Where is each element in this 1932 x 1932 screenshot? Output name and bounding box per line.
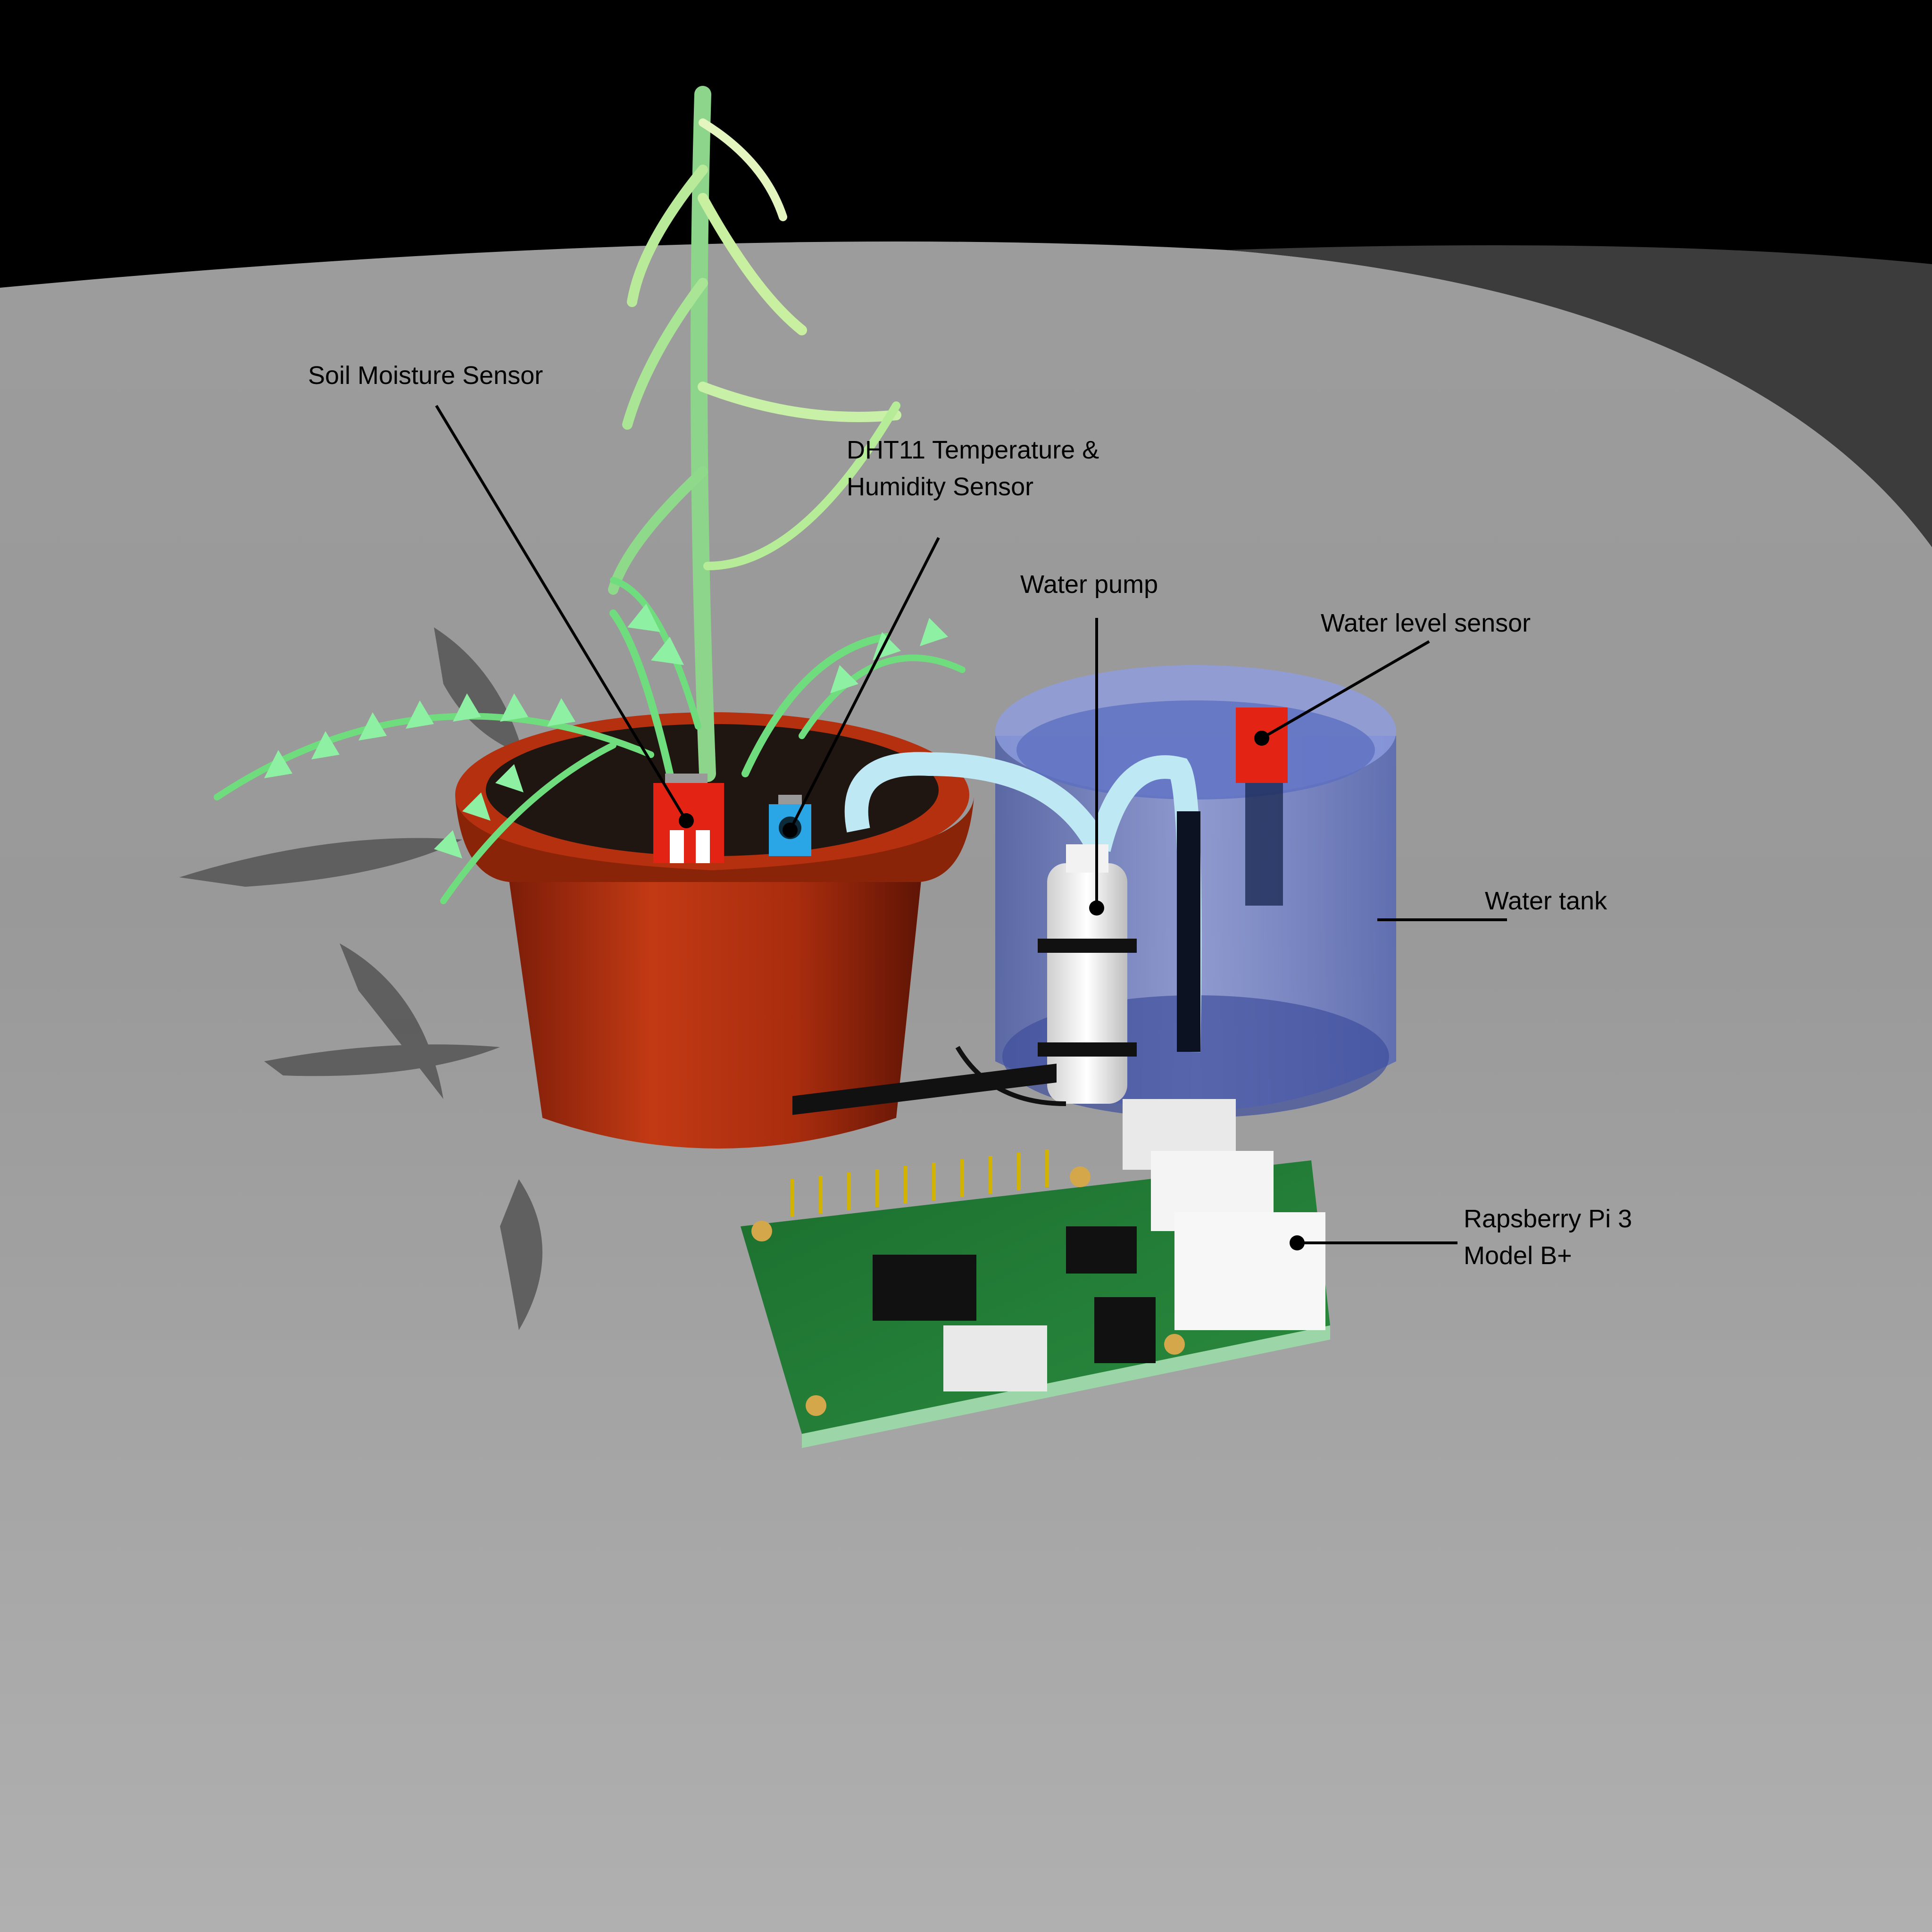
label-water-level-sensor: Water level sensor — [1321, 609, 1531, 637]
gpio-header — [791, 1149, 1049, 1217]
callout-soil-moisture — [435, 405, 688, 822]
water-pump — [1038, 844, 1137, 1104]
floor-shadow-edge — [1226, 245, 1932, 547]
pump-cable — [955, 1046, 1066, 1106]
label-soil-moisture-sensor: Soil Moisture Sensor — [308, 361, 543, 390]
callout-water-level — [1261, 640, 1430, 740]
fern-leaflets — [264, 604, 948, 858]
label-water-pump: Water pump — [1020, 570, 1158, 599]
plant — [214, 86, 966, 904]
label-dht11-line1: DHT11 Temperature & — [847, 436, 1099, 464]
label-raspberry-line1: Rapsberry Pi 3 — [1464, 1205, 1632, 1233]
label-water-tank: Water tank — [1485, 887, 1607, 915]
hose-to-pot — [844, 752, 1110, 855]
label-raspberry-line2: Model B+ — [1464, 1241, 1572, 1270]
plant-shadow — [179, 627, 542, 1330]
soil-moisture-sensor — [653, 774, 724, 863]
label-dht11-line2: Humidity Sensor — [847, 473, 1034, 501]
usb-ethernet-ports — [1123, 1099, 1325, 1330]
raspberry-pi-board — [741, 1063, 1330, 1448]
callout-dht11 — [789, 537, 940, 831]
callout-lines — [435, 405, 1507, 1244]
callout-dots — [679, 731, 1305, 1250]
